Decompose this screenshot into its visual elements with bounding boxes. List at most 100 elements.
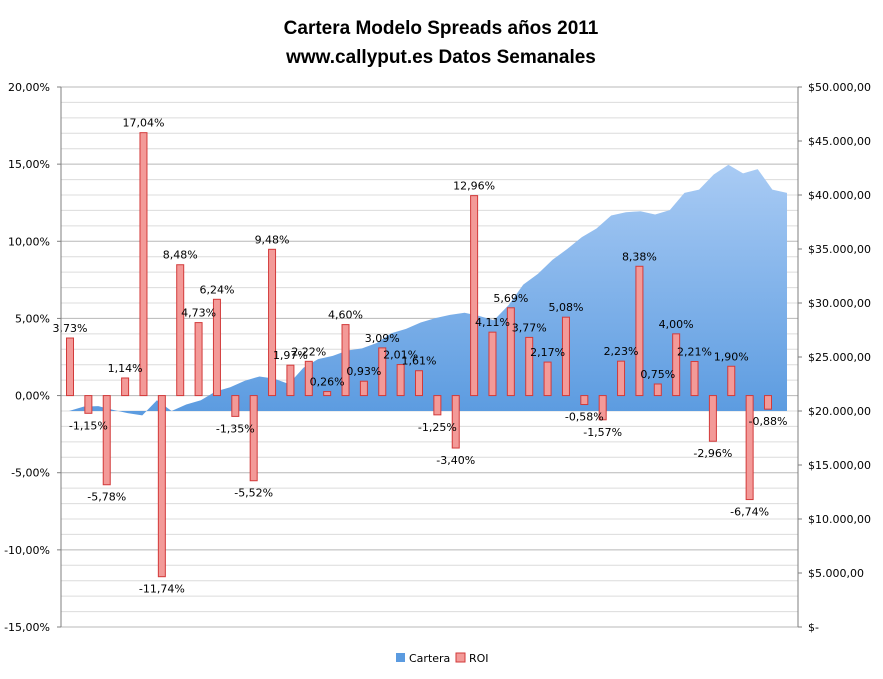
roi-data-label: 1,14%	[108, 362, 143, 375]
roi-data-label: 3,77%	[512, 321, 547, 334]
roi-bar	[212, 298, 221, 397]
roi-bar	[543, 361, 552, 397]
y-left-tick-label: 5,00%	[15, 312, 50, 325]
roi-bar	[121, 377, 130, 397]
chart-subtitle: www.callyput.es Datos Semanales	[285, 47, 596, 68]
roi-bar	[359, 380, 368, 397]
y-right-tick-label: $40.000,00	[808, 189, 871, 202]
roi-data-label: -5,52%	[234, 487, 273, 500]
legend-label-cartera: Cartera	[409, 652, 450, 665]
roi-data-label: 8,48%	[163, 249, 198, 262]
roi-bar	[176, 264, 185, 397]
roi-data-label: 1,61%	[402, 355, 437, 368]
roi-data-label: -1,25%	[418, 421, 457, 434]
roi-data-label: -1,15%	[69, 419, 108, 432]
roi-data-label: 0,26%	[310, 376, 345, 389]
roi-data-label: 1,97%	[273, 349, 308, 362]
roi-bar	[323, 391, 332, 397]
roi-data-label: -11,74%	[139, 583, 185, 596]
roi-data-label: 12,96%	[453, 180, 495, 193]
roi-data-label: -1,35%	[216, 422, 255, 435]
roi-data-label: 2,22%	[291, 345, 326, 358]
roi-bar	[194, 322, 203, 397]
roi-bar	[561, 316, 570, 397]
roi-data-label: 4,11%	[475, 316, 510, 329]
y-right-tick-label: $15.000,00	[808, 459, 871, 472]
y-left-tick-label: 10,00%	[8, 235, 50, 248]
roi-data-label: 6,24%	[199, 283, 234, 296]
y-left-tick-label: -15,00%	[4, 621, 50, 634]
roi-bar	[66, 337, 74, 397]
roi-data-label: 5,08%	[548, 301, 583, 314]
roi-data-label: 0,75%	[640, 368, 675, 381]
roi-data-label: 5,69%	[493, 292, 528, 305]
roi-data-label: 9,48%	[255, 233, 290, 246]
roi-bar-series	[66, 132, 772, 578]
roi-bar	[249, 395, 258, 482]
roi-bar	[268, 248, 277, 397]
roi-data-label: 0,93%	[346, 365, 381, 378]
roi-bar	[672, 333, 681, 397]
roi-bar	[304, 360, 313, 397]
roi-bar	[764, 395, 772, 410]
cartera-area	[69, 164, 787, 416]
roi-data-label: 1,90%	[714, 350, 749, 363]
roi-bar	[396, 364, 405, 397]
y-left-tick-label: -10,00%	[4, 544, 50, 557]
roi-data-label: 2,17%	[530, 346, 565, 359]
roi-bar	[378, 347, 387, 397]
cartera-area-series	[69, 164, 787, 416]
roi-data-label: 2,01%	[383, 349, 418, 362]
roi-data-label: 4,60%	[328, 309, 363, 322]
y-left-tick-label: -5,00%	[11, 467, 50, 480]
roi-bar	[433, 395, 442, 416]
roi-bar	[708, 395, 717, 442]
roi-bar	[102, 395, 111, 486]
roi-bar	[580, 395, 589, 406]
roi-data-label: 2,23%	[604, 345, 639, 358]
roi-data-label: -0,58%	[565, 411, 604, 424]
y-left-tick-label: 0,00%	[15, 390, 50, 403]
roi-bar	[525, 336, 534, 397]
roi-bar	[635, 265, 644, 397]
roi-bar	[231, 395, 240, 417]
roi-bar	[286, 364, 295, 397]
legend-label-roi: ROI	[469, 652, 489, 665]
roi-bar	[451, 395, 460, 449]
roi-bar	[745, 395, 754, 501]
roi-bar	[139, 132, 148, 397]
y-right-tick-label: $25.000,00	[808, 351, 871, 364]
roi-bar	[470, 195, 479, 397]
roi-data-label: 8,38%	[622, 250, 657, 263]
y-right-tick-label: $10.000,00	[808, 513, 871, 526]
y-right-tick-label: $50.000,00	[808, 81, 871, 94]
roi-bar	[157, 395, 166, 578]
y-right-tick-label: $-	[808, 621, 819, 634]
roi-bar	[415, 370, 423, 397]
roi-data-label: -6,74%	[730, 506, 769, 519]
legend: Cartera ROI	[396, 652, 489, 665]
roi-bar	[341, 324, 350, 397]
roi-data-label: -0,88%	[749, 415, 788, 428]
y-right-tick-label: $20.000,00	[808, 405, 871, 418]
chart-title: Cartera Modelo Spreads años 2011	[284, 18, 599, 39]
roi-bar	[617, 360, 626, 397]
roi-data-label: 4,00%	[659, 318, 694, 331]
roi-bar	[653, 383, 662, 397]
roi-data-label: 3,73%	[53, 322, 88, 335]
roi-data-label: 3,09%	[365, 332, 400, 345]
roi-data-label: -5,78%	[87, 491, 126, 504]
axes: -15,00% -10,00% -5,00% 0,00% 5,00% 10,00% 15,0…	[4, 81, 871, 634]
roi-bar	[488, 331, 497, 397]
roi-bar	[598, 395, 607, 421]
roi-bar	[506, 307, 515, 397]
y-right-tick-label: $30.000,00	[808, 297, 871, 310]
roi-bar	[84, 395, 93, 414]
roi-bar	[690, 360, 699, 397]
roi-data-label: 4,73%	[181, 307, 216, 320]
legend-swatch-cartera	[396, 653, 405, 662]
y-left-tick-label: 20,00%	[8, 81, 50, 94]
roi-data-label: 17,04%	[122, 117, 164, 130]
roi-data-label: 2,21%	[677, 345, 712, 358]
